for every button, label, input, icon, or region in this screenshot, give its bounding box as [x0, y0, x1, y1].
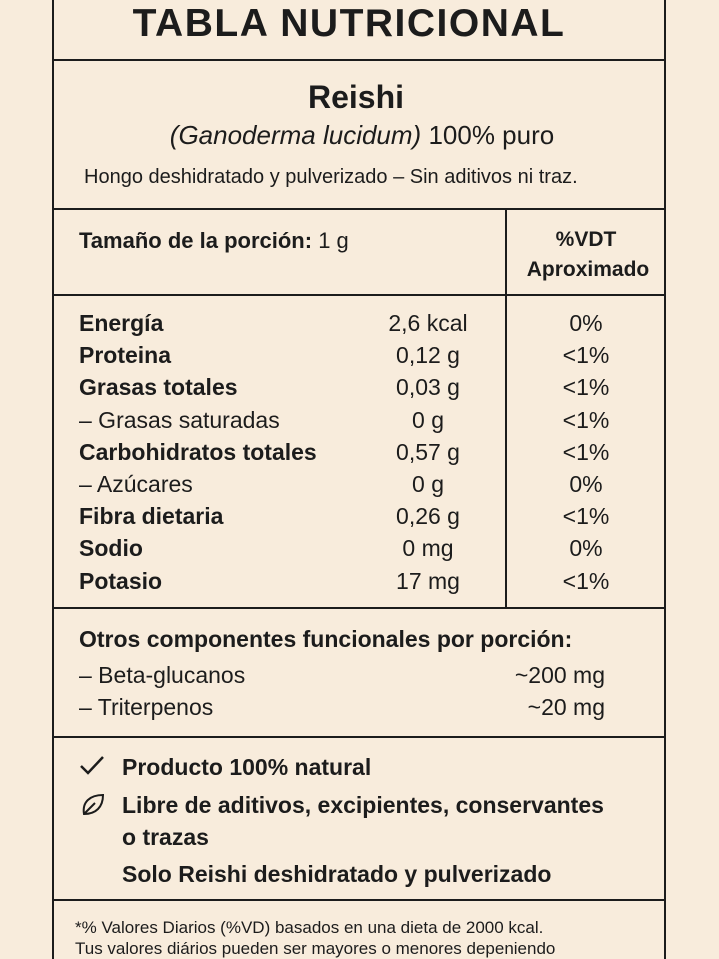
nutrient-name: Sodio	[79, 535, 143, 562]
check-icon	[80, 756, 104, 775]
nutrient-dv: <1%	[562, 342, 610, 369]
footnote: *% Valores Diarios (%VD) basados en una …	[75, 918, 544, 937]
claim: Producto 100% natural	[122, 754, 372, 780]
scientific-name: (Ganoderma lucidum)	[169, 120, 422, 150]
claim: Libre de aditivos, excipientes, conserva…	[122, 792, 604, 818]
nutrient-dv: 0%	[569, 535, 603, 562]
nutrient-dv: <1%	[562, 503, 610, 530]
nutrient-name: Potasio	[79, 567, 163, 594]
nutrient-amount: 17 mg	[396, 567, 460, 594]
nutrient-name: Grasas totales	[79, 374, 238, 401]
nutrient-amount: 0,03 g	[396, 374, 460, 401]
nutrient-amount: 0,26 g	[396, 503, 460, 530]
product-name: Reishi	[307, 79, 405, 115]
divider	[53, 736, 666, 738]
component-amount: ~20 mg	[527, 694, 605, 720]
claim: Solo Reishi deshidratado y pulverizado	[122, 861, 552, 887]
footnote: Tus valores diários pueden ser mayores o…	[75, 939, 556, 958]
leaf-icon	[82, 793, 105, 816]
nutrient-name: Carbohidratos totales	[79, 438, 317, 465]
component-name: – Triterpenos	[79, 694, 214, 720]
nutrient-amount: 0 mg	[402, 535, 454, 562]
nutrient-amount: 0 g	[412, 471, 444, 497]
divider	[53, 607, 666, 609]
nutrient-amount: 0,12 g	[396, 342, 460, 369]
nutrient-name: Proteina	[79, 342, 172, 369]
nutrient-dv: <1%	[562, 406, 610, 433]
nutrient-amount: 0,57 g	[396, 438, 460, 465]
serving: Tamaño de la porción: 1 g	[79, 228, 349, 254]
divider	[53, 294, 666, 296]
serving-label: Tamaño de la porción:	[79, 228, 313, 253]
nutrient-name: – Grasas saturadas	[79, 406, 280, 433]
product-subtitle: (Ganoderma lucidum) 100% puro	[170, 120, 554, 151]
serving-size: 1 g	[318, 228, 349, 253]
nutrient-dv: 0%	[569, 310, 603, 336]
dv-subheader: Aproximado	[526, 258, 650, 281]
nutrient-amount: 0 g	[412, 406, 444, 433]
nutrient-dv: 0%	[569, 471, 603, 497]
nutrient-name: Energía	[79, 310, 164, 336]
nutrient-name: Fibra dietaria	[79, 503, 224, 530]
nutrient-amount: 2,6 kcal	[388, 310, 468, 336]
border	[52, 0, 54, 959]
component-amount: ~200 mg	[514, 662, 605, 688]
nutrient-dv: <1%	[562, 438, 610, 465]
column-divider	[505, 208, 507, 609]
divider	[53, 59, 666, 61]
divider	[53, 208, 666, 210]
purity: 100% puro	[428, 120, 555, 150]
functional-title: Otros componentes funcionales por porció…	[79, 626, 573, 652]
nutrient-name: – Azúcares	[79, 471, 193, 497]
dv-header: %VDT	[555, 228, 617, 251]
nutrient-dv: <1%	[562, 567, 610, 594]
claim: o trazas	[122, 824, 209, 850]
description: Hongo deshidratado y pulverizado – Sin a…	[84, 166, 578, 188]
title: TABLA NUTRICIONAL	[132, 2, 566, 45]
border	[664, 0, 666, 959]
nutrient-dv: <1%	[562, 374, 610, 401]
component-name: – Beta-glucanos	[79, 662, 246, 688]
divider	[53, 899, 666, 901]
